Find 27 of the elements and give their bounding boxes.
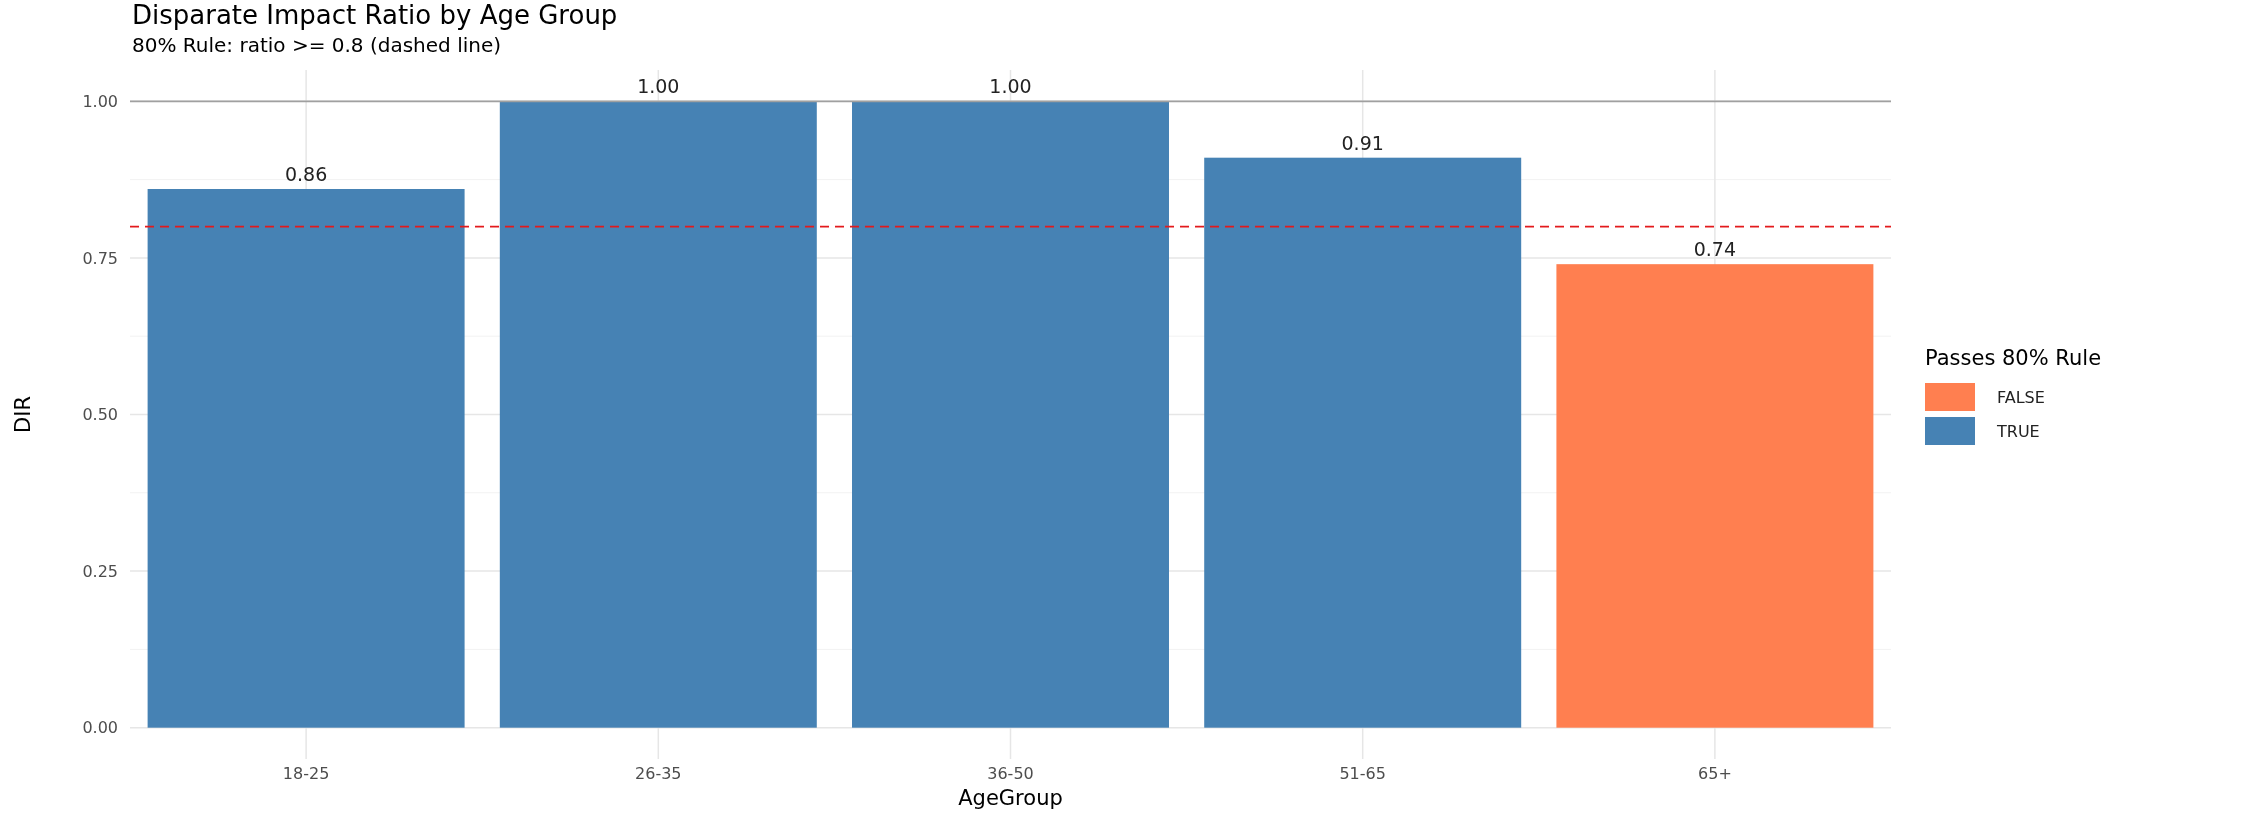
legend-label: FALSE [1997,387,2045,407]
legend-title: Passes 80% Rule [1925,346,2102,370]
bar [1204,157,1522,728]
bar [147,189,465,728]
x-tick-label: 36-50 [987,764,1034,783]
bar [499,101,817,728]
bar [1556,264,1874,728]
data-label: 1.00 [637,75,680,98]
x-axis-title: AgeGroup [958,786,1063,810]
data-label: 0.74 [1693,238,1737,261]
data-label: 0.86 [284,163,328,186]
chart-title: Disparate Impact Ratio by Age Group [132,0,618,30]
x-tick-label: 65+ [1698,764,1732,783]
data-label: 0.91 [1341,131,1384,154]
y-tick-label: 0.00 [82,718,118,738]
y-tick-label: 0.50 [82,405,118,425]
y-tick-label: 0.25 [82,561,118,581]
y-axis-title: DIR [11,396,35,433]
x-tick-label: 51-65 [1339,764,1386,783]
bar [852,101,1169,728]
legend-label: TRUE [1996,421,2040,441]
x-tick-label: 26-35 [635,764,682,783]
x-tick-label: 18-25 [282,764,330,783]
y-tick-label: 1.00 [82,91,118,111]
y-tick-label: 0.75 [82,248,118,268]
chart-subtitle: 80% Rule: ratio >= 0.8 (dashed line) [132,33,502,57]
data-label: 1.00 [989,75,1032,98]
